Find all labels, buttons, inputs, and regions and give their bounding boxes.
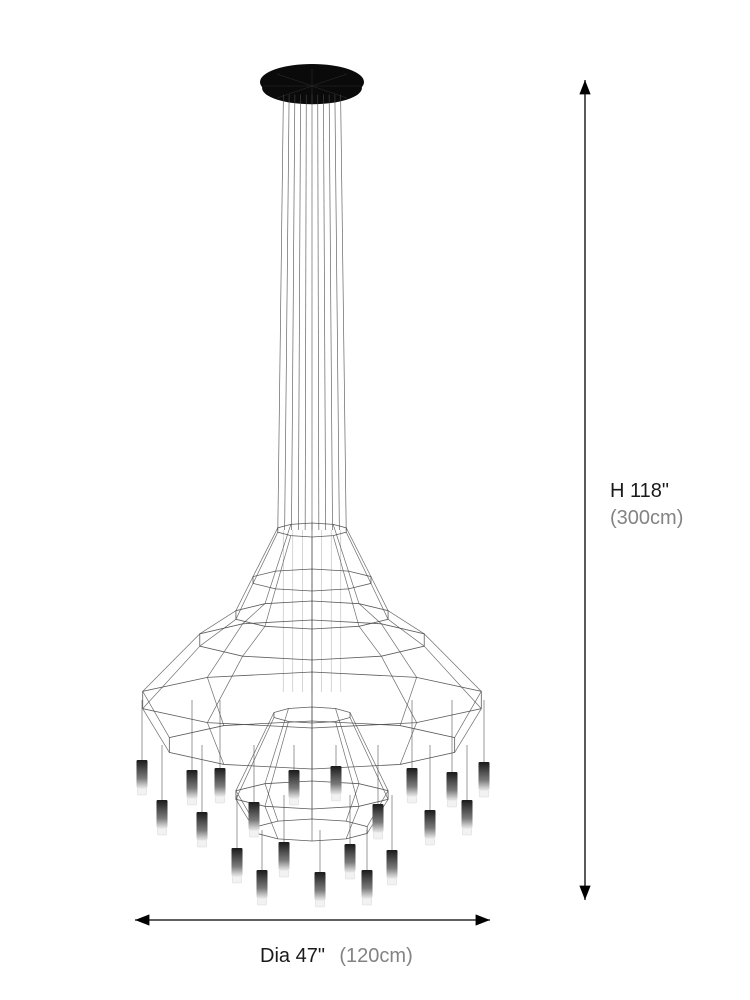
height-primary-text: H 118" (610, 478, 683, 505)
dia-primary-text: Dia 47" (260, 945, 325, 967)
dia-secondary-text: (120cm) (339, 945, 412, 967)
diameter-dimension-label: Dia 47" (120cm) (260, 945, 413, 968)
height-dimension-label: H 118" (300cm) (610, 478, 683, 532)
height-secondary-text: (300cm) (610, 505, 683, 532)
